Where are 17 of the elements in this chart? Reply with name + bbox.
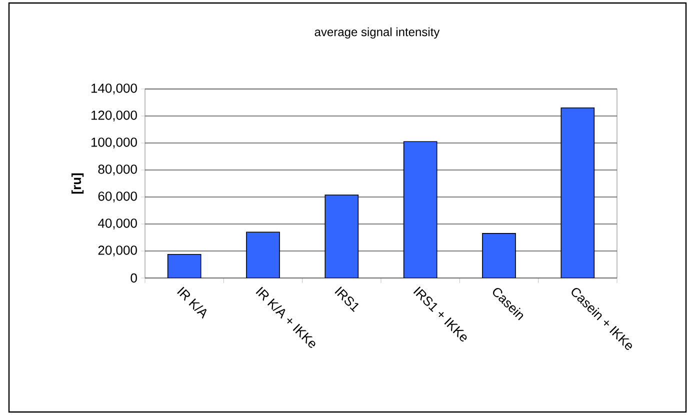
chart-title: average signal intensity bbox=[314, 27, 440, 39]
bar bbox=[482, 233, 516, 278]
bar bbox=[167, 254, 202, 278]
y-tick-label: 20,000 bbox=[98, 246, 137, 256]
bar bbox=[324, 194, 359, 278]
y-tick-label: 80,000 bbox=[98, 164, 137, 176]
y-tick-label: 60,000 bbox=[98, 192, 137, 202]
bar bbox=[403, 141, 438, 278]
y-tick-label: 0 bbox=[130, 273, 137, 283]
y-tick-label: 40,000 bbox=[98, 218, 137, 230]
y-tick-label: 140,000 bbox=[91, 84, 137, 94]
x-tick-label: IR K/A bbox=[177, 286, 207, 319]
y-tick-label: 120,000 bbox=[91, 110, 137, 122]
y-axis-title: [ru] bbox=[71, 173, 84, 194]
bar bbox=[246, 232, 280, 278]
bar bbox=[560, 108, 595, 278]
y-tick-label: 100,000 bbox=[91, 138, 137, 148]
